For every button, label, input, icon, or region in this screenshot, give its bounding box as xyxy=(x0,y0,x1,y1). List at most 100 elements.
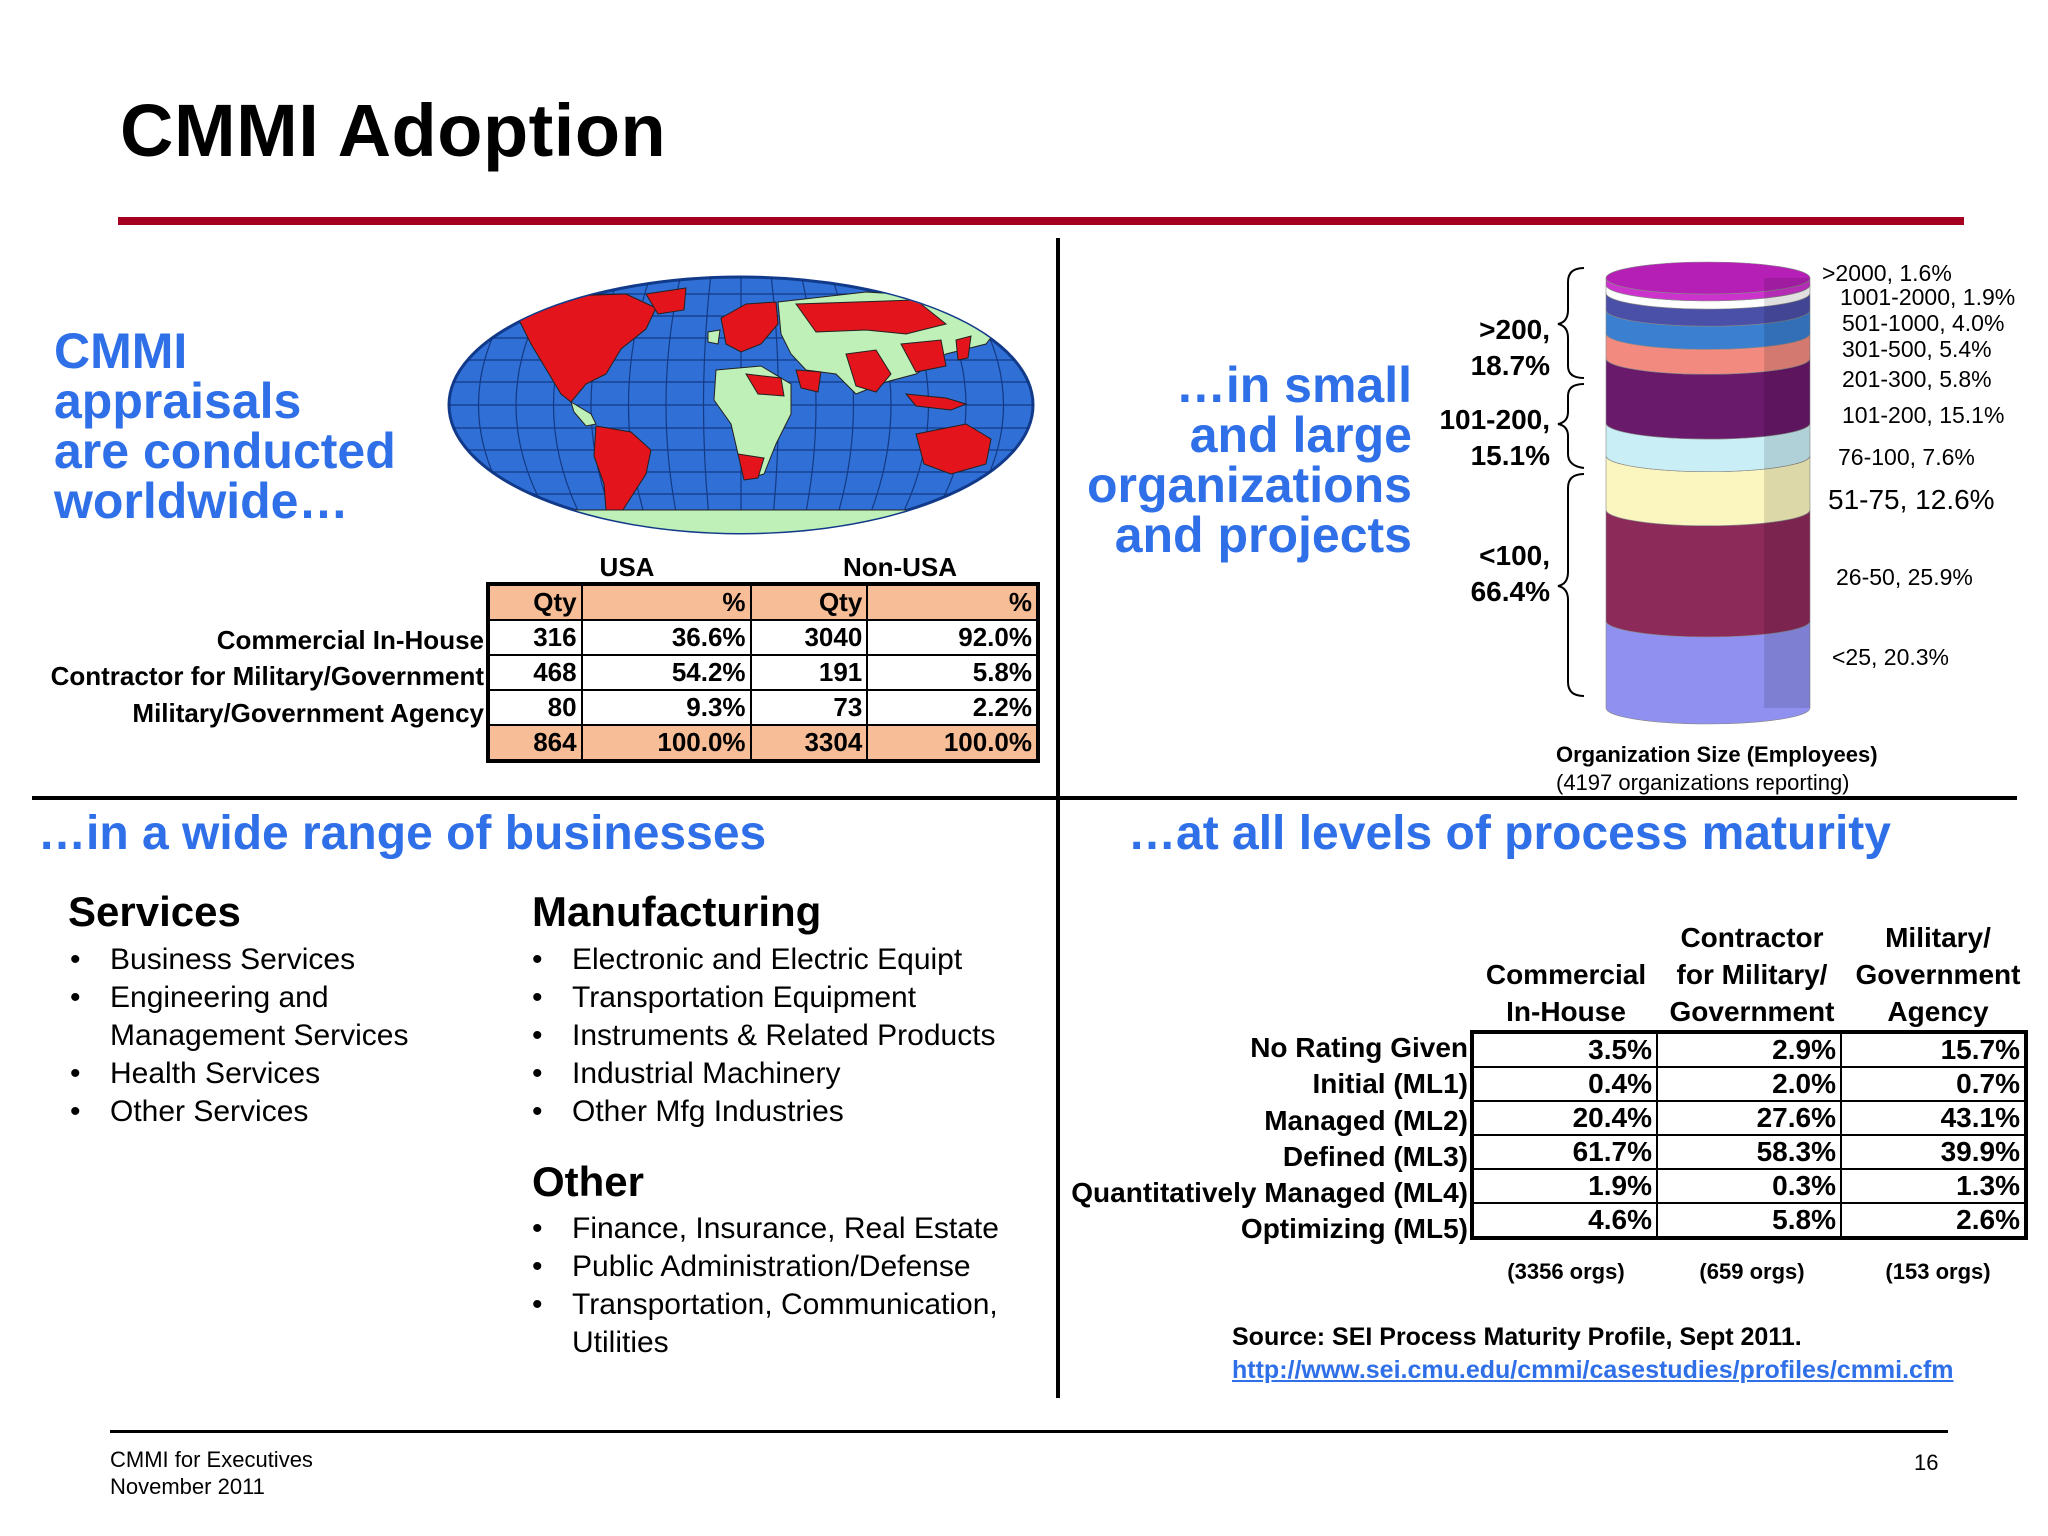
col-header-line: In-House xyxy=(1506,996,1626,1027)
table-cell: 54.2% xyxy=(580,654,752,691)
table-row: 468 54.2% 191 5.8% xyxy=(487,654,1039,691)
maturity-row-label: No Rating Given xyxy=(1250,1032,1468,1063)
table-cell: 58.3% xyxy=(1656,1134,1842,1170)
list-item: Other Mfg Industries xyxy=(532,1093,1052,1131)
table-cell: 5.8% xyxy=(1656,1202,1842,1239)
table-cell: 2.6% xyxy=(1840,1202,2027,1239)
row-label-military: Military/Government Agency xyxy=(132,698,484,728)
col-header-line: Agency xyxy=(1887,996,1989,1027)
horizontal-divider xyxy=(32,796,2017,800)
other-list: Finance, Insurance, Real Estate Public A… xyxy=(532,1210,1052,1362)
businesses-heading: …in a wide range of businesses xyxy=(38,807,767,860)
list-item: Industrial Machinery xyxy=(532,1055,1052,1093)
table-cell: 0.3% xyxy=(1656,1168,1842,1204)
worldwide-heading: CMMI appraisals are conducted worldwide… xyxy=(54,326,396,526)
org-size-stacked-cylinder xyxy=(1605,261,1811,725)
table-total-row: 864 100.0% 3304 100.0% xyxy=(487,724,1039,762)
segment-label: 201-300, 5.8% xyxy=(1842,366,1992,392)
footer-text: CMMI for Executives November 2011 xyxy=(110,1446,313,1500)
table-cell: 73 xyxy=(749,689,869,726)
maturity-row-label: Optimizing (ML5) xyxy=(1240,1213,1468,1244)
segment-label: 301-500, 5.4% xyxy=(1842,336,1992,362)
brace-label-101-200: 101-200, 15.1% xyxy=(1400,402,1550,474)
worldwide-heading-line: CMMI xyxy=(54,323,188,379)
org-size-heading-line: organizations xyxy=(1086,457,1412,513)
segment-label: >2000, 1.6% xyxy=(1822,260,1952,286)
services-title: Services xyxy=(68,888,241,935)
maturity-col-header: Contractor for Military/ Government xyxy=(1662,919,1842,1030)
vertical-divider xyxy=(1056,238,1060,1398)
table-cell: 27.6% xyxy=(1656,1100,1842,1136)
org-size-heading-line: …in small xyxy=(1175,357,1412,413)
segment-label: 501-1000, 4.0% xyxy=(1842,310,2005,336)
maturity-col-header: Commercial In-House xyxy=(1476,956,1656,1030)
world-map-illustration xyxy=(447,275,1035,535)
table-cell: 1.9% xyxy=(1471,1168,1658,1204)
slide-title: CMMI Adoption xyxy=(120,89,667,172)
col-header-cell: Qty xyxy=(749,583,869,621)
col-header-cell: Qty xyxy=(487,583,583,621)
maturity-row-label: Quantitatively Managed (ML4) xyxy=(1071,1177,1468,1208)
source-note: Source: SEI Process Maturity Profile, Se… xyxy=(1232,1323,1802,1351)
list-item: Finance, Insurance, Real Estate xyxy=(532,1210,1052,1248)
size-group-braces xyxy=(1557,267,1585,697)
table-cell: 92.0% xyxy=(866,619,1039,656)
table-cell: 39.9% xyxy=(1840,1134,2027,1170)
list-item: Engineering and Management Services xyxy=(70,979,470,1055)
table-row: 61.7% 58.3% 39.9% xyxy=(1471,1134,2027,1170)
list-item: Business Services xyxy=(70,941,470,979)
chart-caption: Organization Size (Employees) xyxy=(1556,742,1878,767)
table-row: 1.9% 0.3% 1.3% xyxy=(1471,1168,2027,1204)
total-cell: 3304 xyxy=(749,724,869,762)
table-row: 3.5% 2.9% 15.7% xyxy=(1471,1031,2027,1068)
org-size-heading-line: and projects xyxy=(1114,507,1412,563)
segment-label: 1001-2000, 1.9% xyxy=(1840,284,2016,310)
table-cell: 0.4% xyxy=(1471,1066,1658,1102)
worldwide-table: Qty % Qty % 316 36.6% 3040 92.0% 468 54.… xyxy=(486,582,1040,763)
org-count: (659 orgs) xyxy=(1699,1259,1805,1284)
table-cell: 0.7% xyxy=(1840,1066,2027,1102)
brace-label-under-100: <100, 66.4% xyxy=(1420,538,1550,610)
page-number: 16 xyxy=(1914,1450,1939,1475)
table-row: 20.4% 27.6% 43.1% xyxy=(1471,1100,2027,1136)
col-header-line: for Military/ xyxy=(1676,959,1828,990)
segment-label: 76-100, 7.6% xyxy=(1838,444,1975,470)
table-row: 0.4% 2.0% 0.7% xyxy=(1471,1066,2027,1102)
list-item: Transportation, Communication, Utilities xyxy=(532,1286,1052,1362)
col-header-line: Government xyxy=(1669,996,1835,1027)
table-row: 316 36.6% 3040 92.0% xyxy=(487,619,1039,656)
footer-line: CMMI for Executives xyxy=(110,1447,313,1472)
table-row: 4.6% 5.8% 2.6% xyxy=(1471,1202,2027,1239)
non-usa-group-header: Non-USA xyxy=(842,552,958,582)
brace-label-line: <100, xyxy=(1479,540,1550,571)
other-title: Other xyxy=(532,1158,645,1205)
total-cell: 100.0% xyxy=(580,724,752,762)
org-size-heading: …in small and large organizations and pr… xyxy=(1060,360,1412,560)
org-count: (3356 orgs) xyxy=(1507,1259,1625,1284)
table-cell: 2.0% xyxy=(1656,1066,1842,1102)
worldwide-heading-line: worldwide… xyxy=(54,473,349,529)
org-count: (153 orgs) xyxy=(1885,1259,1991,1284)
maturity-table: 3.5% 2.9% 15.7% 0.4% 2.0% 0.7% 20.4% 27.… xyxy=(1470,1030,2028,1240)
col-header-line: Military/ xyxy=(1885,922,1991,953)
source-link[interactable]: http://www.sei.cmu.edu/cmmi/casestudies/… xyxy=(1232,1356,1954,1384)
table-cell: 36.6% xyxy=(580,619,752,656)
brace-label-over-200: >200, 18.7% xyxy=(1420,312,1550,384)
list-item: Public Administration/Defense xyxy=(532,1248,1052,1286)
usa-group-header: USA xyxy=(599,552,655,582)
table-cell: 4.6% xyxy=(1471,1202,1658,1239)
table-cell: 9.3% xyxy=(580,689,752,726)
table-header-row: Qty % Qty % xyxy=(487,583,1039,621)
maturity-row-label: Managed (ML2) xyxy=(1264,1105,1468,1136)
segment-label: 101-200, 15.1% xyxy=(1842,402,2005,428)
title-divider xyxy=(118,217,1964,225)
table-cell: 3.5% xyxy=(1471,1031,1658,1068)
table-cell: 2.9% xyxy=(1656,1031,1842,1068)
services-list: Business Services Engineering and Manage… xyxy=(70,941,470,1131)
table-cell: 20.4% xyxy=(1471,1100,1658,1136)
row-label-commercial: Commercial In-House xyxy=(216,625,484,655)
manufacturing-title: Manufacturing xyxy=(532,888,822,935)
worldwide-heading-line: appraisals xyxy=(54,373,302,429)
table-row: 80 9.3% 73 2.2% xyxy=(487,689,1039,726)
table-cell: 15.7% xyxy=(1840,1031,2027,1068)
